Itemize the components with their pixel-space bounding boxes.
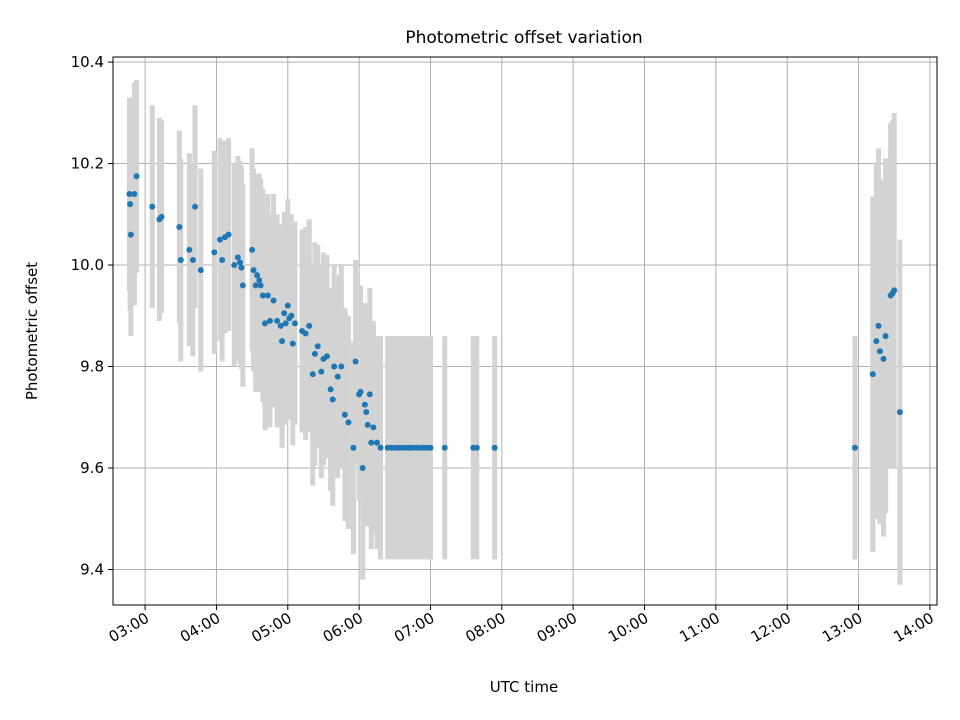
data-point (211, 249, 218, 256)
data-point (239, 282, 246, 289)
y-tick-label: 10.4 (71, 53, 104, 71)
data-point (197, 267, 204, 274)
data-point (281, 310, 288, 317)
data-point (880, 355, 887, 362)
data-point (377, 444, 384, 451)
data-point (366, 391, 373, 398)
data-point (361, 401, 368, 408)
data-points (126, 173, 903, 471)
data-point (314, 343, 321, 350)
y-tick-label: 9.4 (80, 560, 104, 578)
data-point (327, 386, 334, 393)
y-axis-ticks: 9.4 9.6 9.8 10.0 10.2 10.4 (71, 53, 113, 578)
data-point (373, 439, 380, 446)
data-point (345, 419, 352, 426)
data-point (341, 411, 348, 418)
data-point (359, 465, 366, 471)
data-point (254, 272, 261, 279)
data-point (133, 173, 140, 180)
data-point (311, 350, 318, 357)
data-point (186, 246, 193, 253)
data-point (250, 267, 257, 274)
data-point (302, 330, 309, 337)
data-point (284, 302, 291, 309)
data-point (318, 368, 325, 375)
data-point (279, 338, 286, 345)
data-point (875, 322, 882, 329)
data-point (873, 338, 880, 345)
data-point (291, 320, 298, 327)
data-point (177, 256, 184, 263)
y-tick-label: 10.2 (71, 155, 104, 173)
data-point (274, 317, 281, 324)
data-point (234, 254, 241, 261)
data-point (127, 231, 134, 238)
chart-title: Photometric offset variation (405, 28, 642, 48)
data-point (131, 191, 138, 197)
data-point (851, 444, 858, 451)
plot-area-frame (112, 56, 938, 606)
data-point (896, 409, 903, 416)
data-point (441, 444, 448, 451)
data-point (363, 409, 370, 416)
data-point (288, 312, 295, 319)
data-point (364, 421, 371, 428)
data-point (126, 191, 133, 197)
data-point (282, 320, 289, 327)
data-point (270, 297, 277, 304)
data-point (427, 444, 434, 451)
data-point (264, 292, 271, 299)
data-point (256, 277, 263, 284)
data-point (338, 363, 345, 370)
data-point (306, 322, 313, 329)
y-axis-label: Photometric offset (23, 262, 41, 400)
data-point (266, 317, 273, 324)
data-point (217, 236, 224, 243)
y-tick-label: 9.8 (80, 358, 104, 376)
data-point (882, 333, 889, 340)
data-point (491, 444, 498, 451)
data-point (176, 223, 183, 230)
data-point (891, 287, 898, 294)
data-point (370, 424, 377, 431)
data-point (158, 213, 165, 220)
data-point (350, 444, 357, 451)
data-point (309, 371, 316, 378)
data-point (192, 203, 199, 210)
data-point (225, 231, 232, 238)
data-point (149, 203, 156, 210)
data-point (236, 259, 243, 266)
data-point (331, 363, 338, 370)
data-point (277, 322, 284, 329)
data-point (259, 292, 266, 299)
data-point (231, 262, 238, 269)
data-point (219, 256, 226, 263)
data-point (357, 388, 364, 395)
data-point (189, 256, 196, 263)
data-point (261, 320, 268, 327)
data-point (368, 439, 375, 446)
data-point (334, 373, 341, 380)
data-point (249, 246, 256, 253)
data-point (869, 371, 876, 378)
data-point (352, 358, 359, 365)
data-point (257, 282, 264, 289)
data-point (127, 201, 134, 208)
y-tick-label: 10.0 (71, 256, 104, 274)
data-point (238, 264, 245, 271)
data-point (329, 396, 336, 403)
data-point (252, 282, 259, 289)
data-point (473, 444, 480, 451)
x-axis-label: UTC time (490, 678, 558, 696)
y-tick-label: 9.6 (80, 459, 104, 477)
data-point (289, 340, 296, 347)
data-point (324, 353, 331, 360)
data-point (876, 348, 883, 355)
